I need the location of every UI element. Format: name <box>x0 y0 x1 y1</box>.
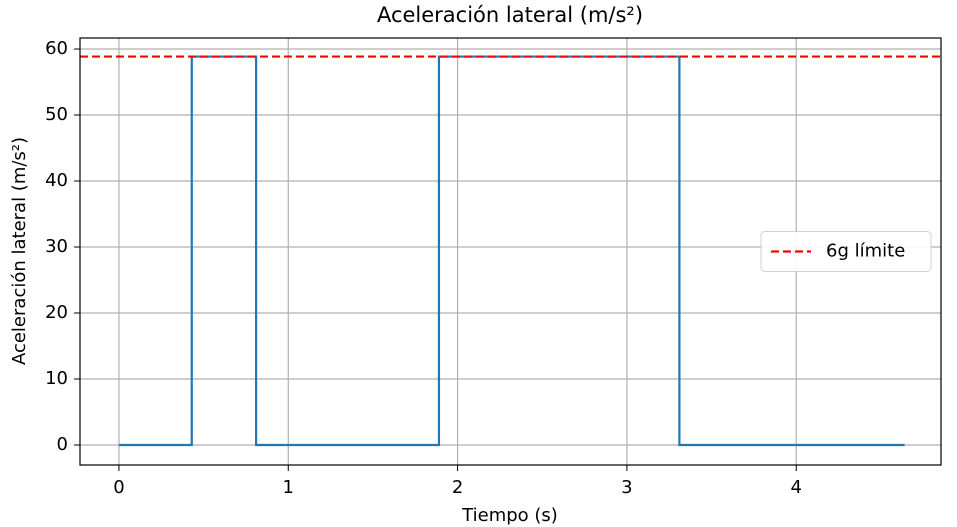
x-axis-label: Tiempo (s) <box>461 505 558 526</box>
y-tick-label: 30 <box>45 236 68 257</box>
legend-label: 6g límite <box>826 241 905 262</box>
x-tick-label: 4 <box>791 477 802 498</box>
data-line <box>118 55 905 447</box>
y-axis-label: Aceleración lateral (m/s²) <box>9 137 30 365</box>
chart-title: Aceleración lateral (m/s²) <box>377 3 643 27</box>
plot-frame <box>79 37 942 466</box>
y-tick-label: 40 <box>45 170 68 191</box>
x-tick-label: 3 <box>621 477 632 498</box>
x-tick-label: 1 <box>283 477 294 498</box>
y-tick-label: 20 <box>45 302 68 323</box>
y-tick-label: 50 <box>45 104 68 125</box>
y-tick-label: 0 <box>57 434 68 455</box>
x-tick-label: 0 <box>113 477 124 498</box>
y-tick-label: 10 <box>45 368 68 389</box>
y-tick-label: 60 <box>45 38 68 59</box>
legend-box <box>760 231 932 272</box>
x-tick-label: 2 <box>452 477 463 498</box>
